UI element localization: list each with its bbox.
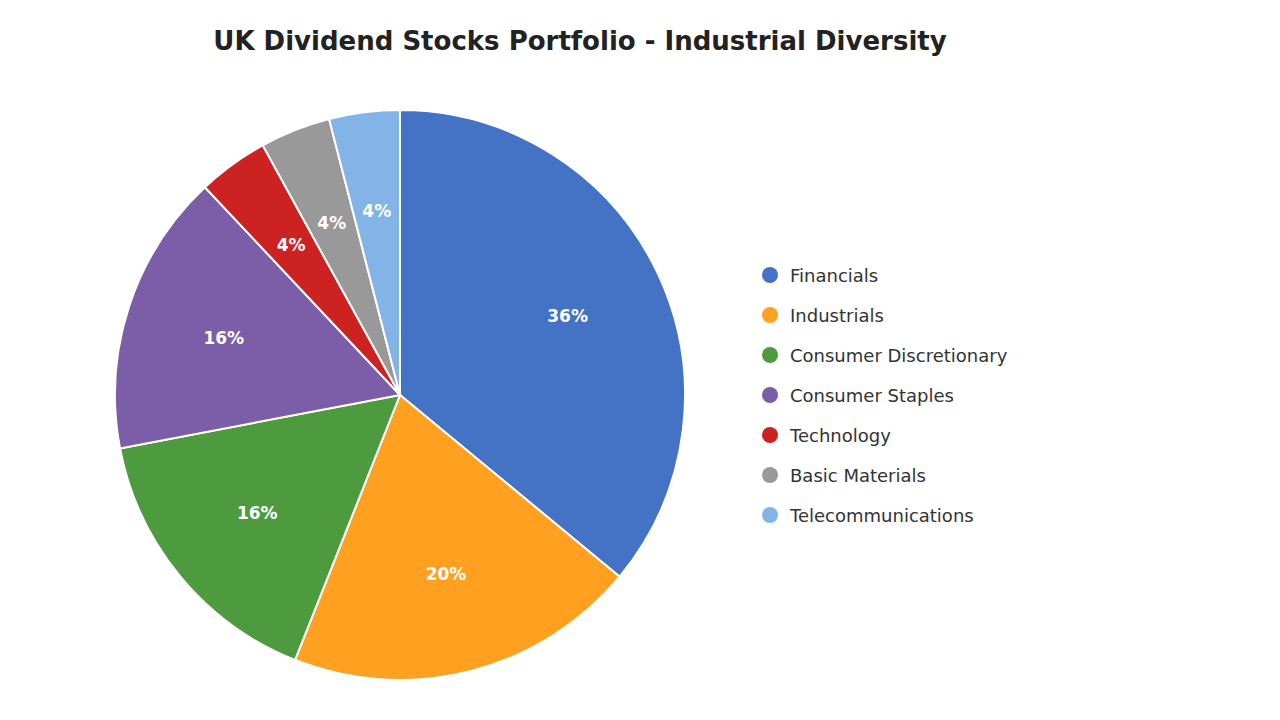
legend-entry: Financials	[790, 265, 878, 286]
data-label: 4%	[317, 213, 346, 233]
data-label: 4%	[277, 235, 306, 255]
data-label: 36%	[547, 306, 588, 326]
legend-marker	[762, 467, 778, 483]
legend-marker	[762, 267, 778, 283]
data-labels: 36% 20% 16% 16% 4% 4% 4%	[203, 201, 588, 584]
legend: Financials Industrials Consumer Discretion…	[762, 265, 1008, 526]
data-label: 16%	[203, 328, 244, 348]
legend-marker	[762, 427, 778, 443]
legend-entry: Consumer Discretionary	[790, 345, 1008, 366]
legend-entry: Consumer Staples	[790, 385, 954, 406]
title: UK Dividend Stocks Portfolio - Industria…	[213, 26, 946, 56]
legend-marker	[762, 507, 778, 523]
legend-marker	[762, 387, 778, 403]
data-label: 16%	[237, 503, 278, 523]
legend-entry: Basic Materials	[790, 465, 926, 486]
legend-entry: Telecommunications	[789, 505, 974, 526]
slice	[329, 110, 400, 395]
legend-entry: Industrials	[790, 305, 884, 326]
data-label: 20%	[426, 564, 467, 584]
legend-entry: Technology	[789, 425, 891, 446]
chart: UK Dividend Stocks Portfolio - Industria…	[0, 0, 1280, 720]
data-label: 4%	[362, 201, 391, 221]
slices	[115, 110, 685, 680]
legend-marker	[762, 347, 778, 363]
legend-marker	[762, 307, 778, 323]
